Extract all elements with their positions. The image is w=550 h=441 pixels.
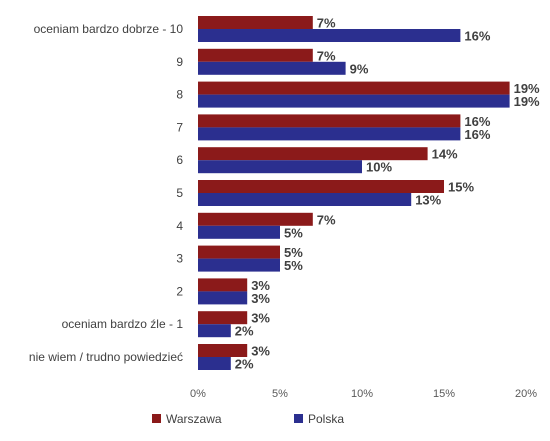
value-label-warszawa: 19%: [514, 81, 540, 96]
x-tick-label: 5%: [272, 388, 288, 400]
value-label-warszawa: 7%: [317, 48, 336, 63]
bar-polska: [198, 94, 510, 108]
legend: Warszawa Polska: [152, 412, 344, 426]
category-label: nie wiem / trudno powiedzieć: [29, 350, 183, 364]
value-label-warszawa: 14%: [432, 147, 458, 162]
category-label: 8: [176, 88, 183, 102]
bar-polska: [198, 160, 362, 174]
bar-warszawa: [198, 278, 248, 292]
bar-warszawa: [198, 16, 313, 29]
bar-polska: [198, 61, 346, 75]
category-label: 4: [176, 219, 183, 233]
category-label: 9: [176, 55, 183, 69]
value-label-warszawa: 7%: [317, 16, 336, 31]
value-label-polska: 3%: [251, 291, 270, 306]
x-tick-label: 20%: [515, 388, 537, 400]
bar-warszawa: [198, 344, 248, 357]
bar-polska: [198, 357, 231, 370]
x-tick-label: 15%: [433, 388, 455, 400]
bar-warszawa: [198, 81, 510, 95]
bar-warszawa: [198, 48, 313, 62]
category-label: oceniam bardzo dobrze - 10: [34, 22, 184, 36]
value-label-polska: 19%: [514, 94, 540, 109]
category-label: 2: [176, 284, 183, 298]
value-label-polska: 10%: [366, 160, 392, 175]
value-label-warszawa: 7%: [317, 212, 336, 227]
value-label-polska: 5%: [284, 258, 303, 273]
value-label-polska: 2%: [235, 357, 254, 372]
bar-polska: [198, 127, 461, 141]
bar-polska: [198, 29, 461, 42]
value-label-warszawa: 3%: [251, 344, 270, 359]
bar-warszawa: [198, 147, 428, 161]
bar-warszawa: [198, 311, 248, 325]
value-label-warszawa: 3%: [251, 311, 270, 326]
category-labels: oceniam bardzo dobrze - 10 9 8 7 6 5 4 3 2 ocenia…: [29, 22, 183, 364]
bar-warszawa: [198, 245, 280, 259]
value-label-warszawa: 16%: [464, 114, 490, 129]
bar-polska: [198, 193, 412, 206]
legend-swatch-warszawa: [152, 414, 161, 423]
x-axis-tick-labels: 0% 5% 10% 15% 20%: [190, 388, 537, 400]
legend-swatch-polska: [294, 414, 303, 423]
bars: [198, 16, 510, 370]
category-label: oceniam bardzo źle - 1: [62, 317, 184, 331]
value-label-warszawa: 5%: [284, 245, 303, 260]
value-label-warszawa: 3%: [251, 278, 270, 293]
category-label: 6: [176, 153, 183, 167]
bar-warszawa: [198, 114, 461, 128]
bar-polska: [198, 324, 231, 338]
value-label-polska: 2%: [235, 324, 254, 339]
value-label-polska: 16%: [464, 127, 490, 142]
x-tick-label: 10%: [351, 388, 373, 400]
legend-label-warszawa: Warszawa: [166, 412, 222, 426]
category-label: 7: [176, 120, 183, 134]
category-label: 5: [176, 186, 183, 200]
value-label-polska: 5%: [284, 225, 303, 240]
bar-warszawa: [198, 180, 444, 193]
legend-label-polska: Polska: [308, 412, 344, 426]
value-label-warszawa: 15%: [448, 180, 474, 195]
value-label-polska: 13%: [415, 193, 441, 208]
value-label-polska: 16%: [464, 29, 490, 44]
bar-polska: [198, 258, 280, 272]
bar-polska: [198, 225, 280, 239]
x-tick-label: 0%: [190, 388, 206, 400]
bar-warszawa: [198, 212, 313, 226]
value-labels: 7%16%7%9%19%19%16%16%14%10%15%13%7%5%5%5…: [235, 16, 540, 372]
category-label: 3: [176, 252, 183, 266]
value-label-polska: 9%: [350, 61, 369, 76]
bar-polska: [198, 291, 248, 305]
